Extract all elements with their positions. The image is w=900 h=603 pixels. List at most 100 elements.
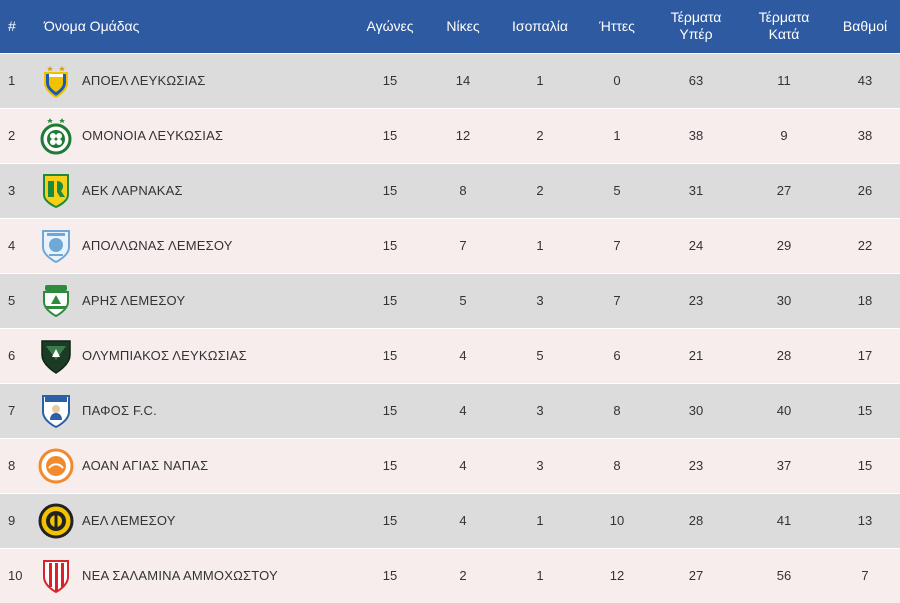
table-row-6: 6 ΟΛΥΜΠΙΑΚΟΣ ΛΕΥΚΩΣΙΑΣ 15 4 5 6 21 28 17 [0, 327, 900, 383]
goals-against-cell: 40 [738, 382, 830, 438]
position-cell: 9 [0, 492, 36, 548]
header-goals-for-line2: Υπέρ [679, 26, 713, 43]
wins-cell: 7 [426, 217, 500, 273]
team-cell[interactable]: ΑΠΟΛΛΩΝΑΣ ΛΕΜΕΣΟΥ [36, 217, 354, 273]
losses-cell: 1 [580, 107, 654, 163]
played-cell: 15 [354, 162, 426, 218]
goals-for-cell: 38 [654, 107, 738, 163]
team-name[interactable]: ΑΕΚ ΛΑΡΝΑΚΑΣ [82, 183, 183, 198]
played-cell: 15 [354, 437, 426, 493]
team-name[interactable]: ΑΠΟΛΛΩΝΑΣ ΛΕΜΕΣΟΥ [82, 238, 233, 253]
team-cell[interactable]: ΑΡΗΣ ΛΕΜΕΣΟΥ [36, 272, 354, 328]
wins-cell: 4 [426, 437, 500, 493]
team-name[interactable]: ΟΜΟΝΟΙΑ ΛΕΥΚΩΣΙΑΣ [82, 128, 224, 143]
header-goals-for: Τέρματα Υπέρ [654, 0, 738, 53]
points-cell: 38 [830, 107, 900, 163]
header-played: Αγώνες [366, 17, 414, 34]
team-cell[interactable]: ΑΟΑΝ ΑΓΙΑΣ ΝΑΠΑΣ [36, 437, 354, 493]
team-name[interactable]: ΟΛΥΜΠΙΑΚΟΣ ΛΕΥΚΩΣΙΑΣ [82, 348, 247, 363]
team-cell[interactable]: ΟΜΟΝΟΙΑ ΛΕΥΚΩΣΙΑΣ [36, 107, 354, 163]
points-cell: 26 [830, 162, 900, 218]
omonoia-crest-icon [36, 116, 76, 156]
points-cell: 22 [830, 217, 900, 273]
draws-cell: 3 [500, 272, 580, 328]
losses-cell: 7 [580, 272, 654, 328]
played-cell: 15 [354, 217, 426, 273]
team-name[interactable]: ΑΠΟΕΛ ΛΕΥΚΩΣΙΑΣ [82, 73, 206, 88]
losses-cell: 8 [580, 382, 654, 438]
draws-cell: 2 [500, 107, 580, 163]
played-cell: 15 [354, 327, 426, 383]
team-name[interactable]: ΝΕΑ ΣΑΛΑΜΙΝΑ ΑΜΜΟΧΩΣΤΟΥ [82, 568, 278, 584]
header-losses: Ήττες [599, 17, 635, 34]
goals-for-cell: 23 [654, 437, 738, 493]
played-cell: 15 [354, 107, 426, 163]
losses-cell: 6 [580, 327, 654, 383]
losses-cell: 7 [580, 217, 654, 273]
goals-for-cell: 31 [654, 162, 738, 218]
team-cell[interactable]: ΝΕΑ ΣΑΛΑΜΙΝΑ ΑΜΜΟΧΩΣΤΟΥ [36, 547, 354, 603]
wins-cell: 4 [426, 492, 500, 548]
team-name[interactable]: ΑΡΗΣ ΛΕΜΕΣΟΥ [82, 293, 186, 308]
nea-salamina-crest-icon [36, 556, 76, 596]
aris-crest-icon [36, 281, 76, 321]
table-row-5: 5 ΑΡΗΣ ΛΕΜΕΣΟΥ 15 5 3 7 23 30 18 [0, 272, 900, 328]
draws-cell: 5 [500, 327, 580, 383]
points-cell: 13 [830, 492, 900, 548]
team-cell[interactable]: ΑΠΟΕΛ ΛΕΥΚΩΣΙΑΣ [36, 52, 354, 108]
played-cell: 15 [354, 382, 426, 438]
position-cell: 5 [0, 272, 36, 328]
team-name[interactable]: ΑΕΛ ΛΕΜΕΣΟΥ [82, 513, 176, 528]
goals-against-cell: 56 [738, 547, 830, 603]
position-cell: 4 [0, 217, 36, 273]
wins-cell: 4 [426, 382, 500, 438]
goals-for-cell: 24 [654, 217, 738, 273]
aek-crest-icon [36, 171, 76, 211]
goals-for-cell: 21 [654, 327, 738, 383]
position-cell: 3 [0, 162, 36, 218]
position-cell: 6 [0, 327, 36, 383]
team-name[interactable]: ΑΟΑΝ ΑΓΙΑΣ ΝΑΠΑΣ [82, 458, 209, 473]
draws-cell: 1 [500, 547, 580, 603]
team-cell[interactable]: ΠΑΦΟΣ F.C. [36, 382, 354, 438]
table-header-row: # Όνομα Ομάδας Αγώνες Νίκες Ισοπαλία Ήττ… [0, 0, 900, 53]
played-cell: 15 [354, 547, 426, 603]
position-cell: 8 [0, 437, 36, 493]
draws-cell: 1 [500, 217, 580, 273]
header-draws: Ισοπαλία [512, 17, 568, 34]
header-team-name: Όνομα Ομάδας [44, 17, 140, 34]
points-cell: 17 [830, 327, 900, 383]
table-row-8: 8 ΑΟΑΝ ΑΓΙΑΣ ΝΑΠΑΣ 15 4 3 8 23 37 15 [0, 437, 900, 493]
wins-cell: 12 [426, 107, 500, 163]
goals-against-cell: 11 [738, 52, 830, 108]
team-cell[interactable]: ΑΕΚ ΛΑΡΝΑΚΑΣ [36, 162, 354, 218]
goals-for-cell: 28 [654, 492, 738, 548]
header-position: # [8, 17, 16, 34]
goals-against-cell: 30 [738, 272, 830, 328]
table-row-2: 2 ΟΜΟΝΟΙΑ ΛΕΥΚΩΣΙΑΣ 15 12 2 1 38 9 38 [0, 107, 900, 163]
goals-against-cell: 37 [738, 437, 830, 493]
team-name[interactable]: ΠΑΦΟΣ F.C. [82, 403, 157, 418]
draws-cell: 1 [500, 492, 580, 548]
points-cell: 18 [830, 272, 900, 328]
team-cell[interactable]: ΟΛΥΜΠΙΑΚΟΣ ΛΕΥΚΩΣΙΑΣ [36, 327, 354, 383]
wins-cell: 5 [426, 272, 500, 328]
draws-cell: 2 [500, 162, 580, 218]
wins-cell: 8 [426, 162, 500, 218]
goals-against-cell: 29 [738, 217, 830, 273]
draws-cell: 1 [500, 52, 580, 108]
goals-against-cell: 9 [738, 107, 830, 163]
draws-cell: 3 [500, 382, 580, 438]
pafos-crest-icon [36, 391, 76, 431]
header-points: Βαθμοί [842, 17, 888, 34]
header-goals-against: Τέρματα Κατά [738, 0, 830, 53]
losses-cell: 0 [580, 52, 654, 108]
table-row-1: 1 ΑΠΟΕΛ ΛΕΥΚΩΣΙΑΣ 15 14 1 0 63 11 43 [0, 52, 900, 108]
apoel-crest-icon [36, 61, 76, 101]
position-cell: 7 [0, 382, 36, 438]
losses-cell: 8 [580, 437, 654, 493]
table-row-10: 10 ΝΕΑ ΣΑΛΑΜΙΝΑ ΑΜΜΟΧΩΣΤΟΥ 15 2 1 12 27 … [0, 547, 900, 603]
position-cell: 1 [0, 52, 36, 108]
team-cell[interactable]: ΑΕΛ ΛΕΜΕΣΟΥ [36, 492, 354, 548]
